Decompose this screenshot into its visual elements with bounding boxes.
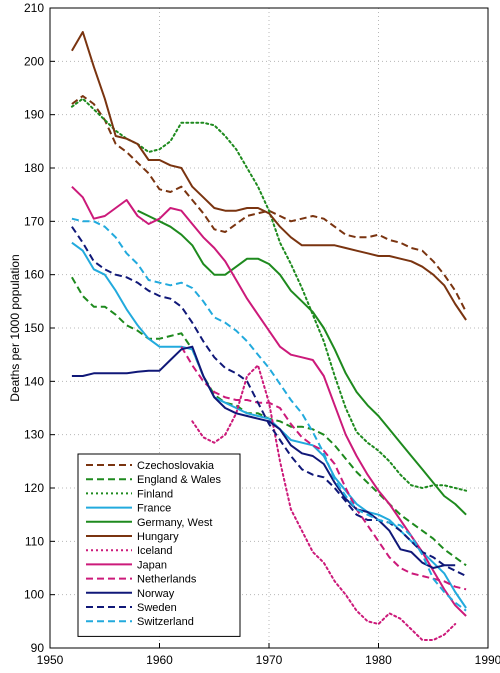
- legend-label-sweden: Sweden: [137, 602, 177, 614]
- x-tick-label: 1980: [365, 653, 392, 667]
- legend-label-czechoslovakia: Czechoslovakia: [137, 460, 215, 472]
- y-tick-label: 140: [24, 374, 44, 388]
- y-axis: 90 100 110 120 130 140 150 160 170 180 190 200 210: [24, 1, 55, 655]
- series-line-sweden: [71, 226, 467, 577]
- y-tick-label: 90: [31, 641, 45, 655]
- series-line-japan: [71, 185, 467, 617]
- legend-label-netherlands: Netherlands: [137, 574, 197, 586]
- x-tick-label: 1970: [256, 653, 283, 667]
- legend-label-switzerland: Switzerland: [137, 616, 194, 628]
- y-tick-label: 190: [24, 108, 44, 122]
- legend-label-iceland: Iceland: [137, 545, 172, 557]
- y-tick-label: 210: [24, 1, 44, 15]
- grid: [50, 8, 488, 648]
- y-axis-title: Deaths per 1000 population: [8, 254, 22, 401]
- legend-label-germany-west: Germany, West: [137, 517, 212, 529]
- y-tick-label: 110: [25, 534, 44, 548]
- y-tick-label: 100: [24, 588, 44, 602]
- x-tick-label: 1960: [146, 653, 173, 667]
- legend-label-norway: Norway: [137, 588, 175, 600]
- y-tick-label: 130: [24, 428, 44, 442]
- y-tick-label: 120: [24, 481, 44, 495]
- y-tick-label: 200: [24, 54, 44, 68]
- series-line-germany-west: [137, 209, 467, 516]
- x-tick-label: 1990: [475, 653, 500, 667]
- legend-label-england-wales: England & Wales: [137, 474, 221, 486]
- legend-label-finland: Finland: [137, 488, 173, 500]
- legend-box: [77, 453, 241, 637]
- series-line-hungary: [71, 31, 467, 321]
- series-layer: [70, 31, 468, 641]
- y-tick-label: 150: [24, 321, 44, 335]
- legend-label-france: France: [137, 503, 171, 515]
- y-tick-label: 160: [24, 268, 44, 282]
- series-line-czechoslovakia: [71, 95, 467, 313]
- legend-label-japan: Japan: [137, 559, 167, 571]
- series-line-norway: [71, 345, 456, 569]
- series-line-netherlands: [180, 346, 467, 591]
- y-tick-label: 170: [24, 214, 44, 228]
- y-tick-label: 180: [24, 161, 44, 175]
- legend-label-hungary: Hungary: [137, 531, 179, 543]
- x-axis: 1950 1960 1970 1980 1990: [37, 643, 500, 667]
- legend: Czechoslovakia England & Wales Finland Fran…: [77, 453, 241, 637]
- series-line-switzerland: [71, 217, 467, 612]
- x-tick-label: 1950: [37, 653, 64, 667]
